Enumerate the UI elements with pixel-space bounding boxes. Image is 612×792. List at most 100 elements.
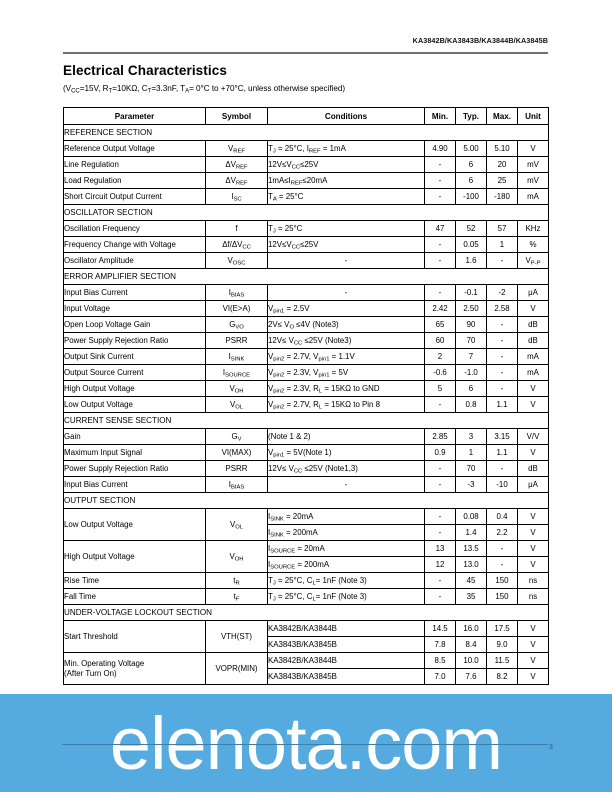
col-header-symbol: Symbol	[205, 107, 268, 125]
cell-min: -	[424, 588, 456, 605]
table-row: High Output Voltage VOH ISOURCE = 20mA 13 13…	[63, 540, 549, 573]
cell-unit: V	[517, 444, 549, 461]
cell-symbol: VOL	[205, 396, 268, 413]
col-header-max: Max.	[486, 107, 518, 125]
cell-min: -	[424, 508, 456, 525]
cell-typ: 52	[455, 220, 487, 237]
footer-rule	[62, 744, 548, 745]
cell-symbol: VTH(ST)	[205, 620, 268, 653]
cell-parameter: Start Threshold	[63, 620, 206, 653]
cell-unit: KHz	[517, 220, 549, 237]
cell-conditions: ISOURCE = 200mA	[267, 556, 425, 573]
cell-parameter: Oscillator Amplitude	[63, 252, 206, 269]
cell-conditions: TJ = 25°C, CL= 1nF (Note 3)	[267, 572, 425, 589]
cell-conditions: TJ = 25°C, IREF = 1mA	[267, 140, 425, 157]
cell-conditions: 12V≤VCC≤25V	[267, 156, 425, 173]
cell-symbol: ΔVREF	[205, 156, 268, 173]
cell-parameter: Output Sink Current	[63, 348, 206, 365]
cell-typ: 2.50	[455, 300, 487, 317]
cell-min: 47	[424, 220, 456, 237]
cell-min: 5	[424, 380, 456, 397]
cell-conditions: TJ = 25°C	[267, 220, 425, 237]
cell-max: 1.1	[486, 396, 518, 413]
cell-symbol: IBIAS	[205, 284, 268, 301]
cell-min: 2.85	[424, 428, 456, 445]
cell-unit: V	[517, 524, 549, 541]
cell-min: -	[424, 396, 456, 413]
table-row: Output Sink Current ISINK Vpin2 = 2.7V, Vp…	[63, 348, 549, 365]
section-title: OUTPUT SECTION	[63, 492, 549, 509]
cell-unit: mV	[517, 156, 549, 173]
table-body: REFERENCE SECTION Reference Output Voltag…	[63, 124, 549, 685]
table-row: Gain GV (Note 1 & 2) 2.85 3 3.15 V/V	[63, 428, 549, 445]
cell-min: 60	[424, 332, 456, 349]
cell-conditions: (Note 1 & 2)	[267, 428, 425, 445]
cell-min: -	[424, 188, 456, 205]
cell-min: 65	[424, 316, 456, 333]
cell-symbol: VOH	[205, 380, 268, 397]
cell-parameter: Power Supply Rejection Ratio	[63, 332, 206, 349]
running-header-part-numbers: KA3842B/KA3843B/KA3844B/KA3845B	[412, 36, 548, 45]
cell-symbol: VOSC	[205, 252, 268, 269]
cell-unit: mA	[517, 348, 549, 365]
cell-typ: -0.1	[455, 284, 487, 301]
cell-conditions: 12V≤ VCC ≤25V (Note1,3)	[267, 460, 425, 477]
section-header-row: ERROR AMPLIFIER SECTION	[63, 268, 549, 285]
cell-unit: V/V	[517, 428, 549, 445]
table-row: Line Regulation ΔVREF 12V≤VCC≤25V -6 20 mV	[63, 156, 549, 173]
cell-symbol: tF	[205, 588, 268, 605]
cell-parameter: Output Source Current	[63, 364, 206, 381]
cell-typ: 1.4	[455, 524, 487, 541]
cell-parameter: Oscillation Frequency	[63, 220, 206, 237]
cell-min: -	[424, 252, 456, 269]
cell-unit: V	[517, 508, 549, 525]
cell-symbol: VOPR(MIN)	[205, 652, 268, 685]
cell-typ: 3	[455, 428, 487, 445]
cell-max: 3.15	[486, 428, 518, 445]
cell-symbol: VOH	[205, 540, 268, 573]
cell-unit: V	[517, 396, 549, 413]
cell-conditions: 2V≤ VO ≤4V (Note3)	[267, 316, 425, 333]
cell-unit: μA	[517, 476, 549, 493]
cell-symbol: f	[205, 220, 268, 237]
cell-conditions: 1mA≤IREF≤20mA	[267, 172, 425, 189]
cell-max: -	[486, 348, 518, 365]
cell-max: 1	[486, 236, 518, 253]
cell-typ: 7	[455, 348, 487, 365]
cell-parameter: Low Output Voltage	[63, 396, 206, 413]
cell-typ: 1.6	[455, 252, 487, 269]
cell-min: -	[424, 236, 456, 253]
page-number: 3	[549, 744, 553, 751]
col-header-conditions: Conditions	[267, 107, 425, 125]
table-row: Power Supply Rejection Ratio PSRR 12V≤ VCC…	[63, 460, 549, 477]
cell-conditions: ISINK = 200mA	[267, 524, 425, 541]
cell-max: -	[486, 252, 518, 269]
cell-min: -	[424, 572, 456, 589]
cell-max: -180	[486, 188, 518, 205]
cell-typ: -3	[455, 476, 487, 493]
cell-parameter: Power Supply Rejection Ratio	[63, 460, 206, 477]
table-row: Input Bias Current IBIAS - - -3 -10 μA	[63, 476, 549, 493]
cell-max: 0.4	[486, 508, 518, 525]
table-row: Start Threshold VTH(ST) KA3842B/KA3844B 14.…	[63, 620, 549, 653]
cell-unit: V	[517, 380, 549, 397]
table-row: Maximum Input Signal VI(MAX) Vpin1 = 5V(No…	[63, 444, 549, 461]
cell-max: 17.5	[486, 620, 518, 637]
page-title: Electrical Characteristics	[63, 63, 227, 78]
cell-parameter: Maximum Input Signal	[63, 444, 206, 461]
cell-min: -	[424, 284, 456, 301]
electrical-characteristics-table: Parameter Symbol Conditions Min. Typ. Ma…	[63, 107, 549, 685]
cell-max: -	[486, 460, 518, 477]
cell-unit: V	[517, 652, 549, 669]
section-header-row: REFERENCE SECTION	[63, 124, 549, 141]
table-row: Open Loop Voltage Gain GVO 2V≤ VO ≤4V (Not…	[63, 316, 549, 333]
cell-max: 11.5	[486, 652, 518, 669]
cell-unit: V	[517, 636, 549, 653]
cell-symbol: tR	[205, 572, 268, 589]
cell-typ: -1.0	[455, 364, 487, 381]
cell-symbol: ISINK	[205, 348, 268, 365]
cell-conditions: KA3843B/KA3845B	[267, 636, 425, 653]
section-header-row: OSCILLATOR SECTION	[63, 204, 549, 221]
cell-max: 150	[486, 588, 518, 605]
table-row: Low Output Voltage VOL ISINK = 20mA -0.08 0.…	[63, 508, 549, 541]
